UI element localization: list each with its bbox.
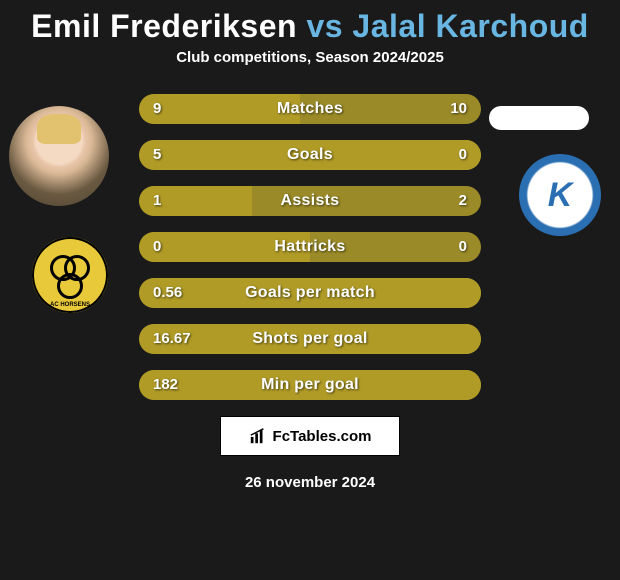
stat-label: Goals per match [139,278,481,308]
stat-label: Hattricks [139,232,481,262]
stat-value-left: 9 [153,94,161,124]
stat-value-right: 0 [459,232,467,262]
site-branding: FcTables.com [220,416,400,456]
stat-value-left: 1 [153,186,161,216]
stat-value-left: 16.67 [153,324,191,354]
stat-row: Assists1 2 [139,186,481,216]
comparison-title: Emil Frederiksen vs Jalal Karchoud [0,0,620,49]
player1-avatar [9,106,109,206]
player1-name: Emil Frederiksen [31,8,297,44]
subtitle: Club competitions, Season 2024/2025 [0,49,620,66]
stat-value-left: 0.56 [153,278,182,308]
stat-label: Goals [139,140,481,170]
vs-text: vs [306,8,343,44]
stat-row: Hattricks0 0 [139,232,481,262]
stat-row: Matches9 10 [139,94,481,124]
stat-value-right: 0 [459,140,467,170]
stat-value-right: 2 [459,186,467,216]
player2-name: Jalal Karchoud [352,8,588,44]
stat-row: Goals5 0 [139,140,481,170]
stat-value-left: 5 [153,140,161,170]
stat-bars: Matches910Goals50Assists12Hattricks00Goa… [139,94,481,400]
site-name: FcTables.com [273,428,372,445]
stat-value-left: 182 [153,370,178,400]
player1-club-badge: AC HORSENS [29,234,111,316]
club-right-letter: K [548,176,573,215]
stat-row: Min per goal182 [139,370,481,400]
club-left-rings-icon [50,255,90,295]
stat-label: Matches [139,94,481,124]
stat-row: Goals per match0.56 [139,278,481,308]
player2-avatar [489,106,589,130]
stat-label: Assists [139,186,481,216]
club-left-label: AC HORSENS [32,302,108,308]
stat-row: Shots per goal16.67 [139,324,481,354]
stat-value-right: 10 [450,94,467,124]
stat-label: Min per goal [139,370,481,400]
player2-club-badge: K [519,154,601,236]
bars-icon [249,427,267,445]
stat-value-left: 0 [153,232,161,262]
content-area: AC HORSENS K Matches9 10 Goals5 0 Assists1 2 H… [0,94,620,491]
date-label: 26 november 2024 [0,474,620,491]
